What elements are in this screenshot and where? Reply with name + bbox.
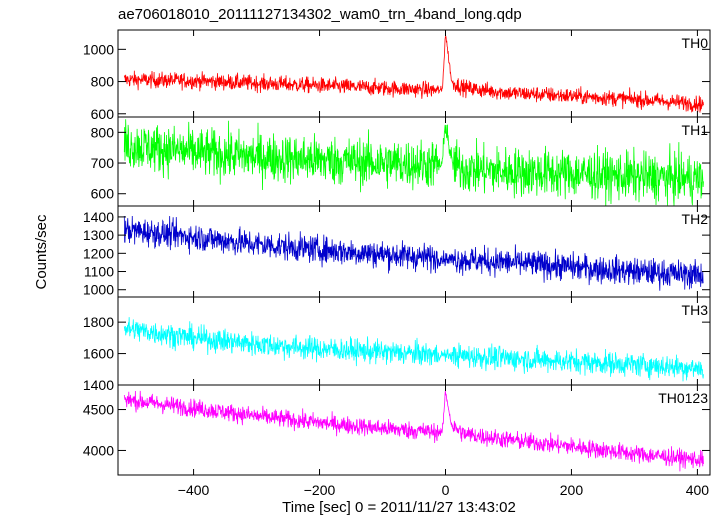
y-tick-label: 1000 xyxy=(83,282,114,298)
y-tick-label: 1300 xyxy=(83,227,114,243)
panel-label-th0123: TH0123 xyxy=(658,390,708,406)
y-tick-label: 4000 xyxy=(83,442,114,458)
x-axis-label: Time [sec] 0 = 2011/11/27 13:43:02 xyxy=(282,499,516,516)
y-tick-label: 600 xyxy=(91,106,115,122)
chart-panels: 600 800 1000 TH0 600 700 800 TH1 1000 1100 1200 130… xyxy=(83,29,711,498)
y-axis-label: Counts/sec xyxy=(33,214,50,290)
y-tick-label: 1400 xyxy=(83,209,114,225)
y-tick-label: 700 xyxy=(91,155,115,171)
y-tick-label: 1800 xyxy=(83,314,114,330)
y-tick-label: 1400 xyxy=(83,377,114,393)
x-tick-label: −400 xyxy=(178,482,210,498)
y-tick-label: 1200 xyxy=(83,245,114,261)
panel-label-th3: TH3 xyxy=(682,302,709,318)
x-tick-label: −200 xyxy=(304,482,336,498)
series-line-th0 xyxy=(123,34,704,113)
panel-label-th2: TH2 xyxy=(682,211,709,227)
panel-frame-th0 xyxy=(117,29,711,118)
y-tick-label: 600 xyxy=(91,186,115,202)
series-line-th0123 xyxy=(123,390,704,472)
y-tick-label: 800 xyxy=(91,74,115,90)
panel-label-th1: TH1 xyxy=(682,122,709,138)
chart-title: ae706018010_20111127134302_wam0_trn_4ban… xyxy=(118,6,522,23)
series-line-th2 xyxy=(123,215,704,291)
x-tick-label: 400 xyxy=(686,482,710,498)
y-tick-label: 4500 xyxy=(83,402,114,418)
panel-frame-th0123 xyxy=(117,384,711,476)
y-tick-label: 1000 xyxy=(83,41,114,57)
panel-label-th0: TH0 xyxy=(682,35,709,51)
x-tick-label: 200 xyxy=(560,482,584,498)
y-tick-label: 1100 xyxy=(84,264,114,280)
series-line-th1 xyxy=(123,119,704,206)
x-tick-label: 0 xyxy=(442,482,450,498)
y-tick-label: 800 xyxy=(91,124,115,140)
y-tick-label: 1600 xyxy=(83,346,114,362)
series-line-th3 xyxy=(123,317,704,382)
